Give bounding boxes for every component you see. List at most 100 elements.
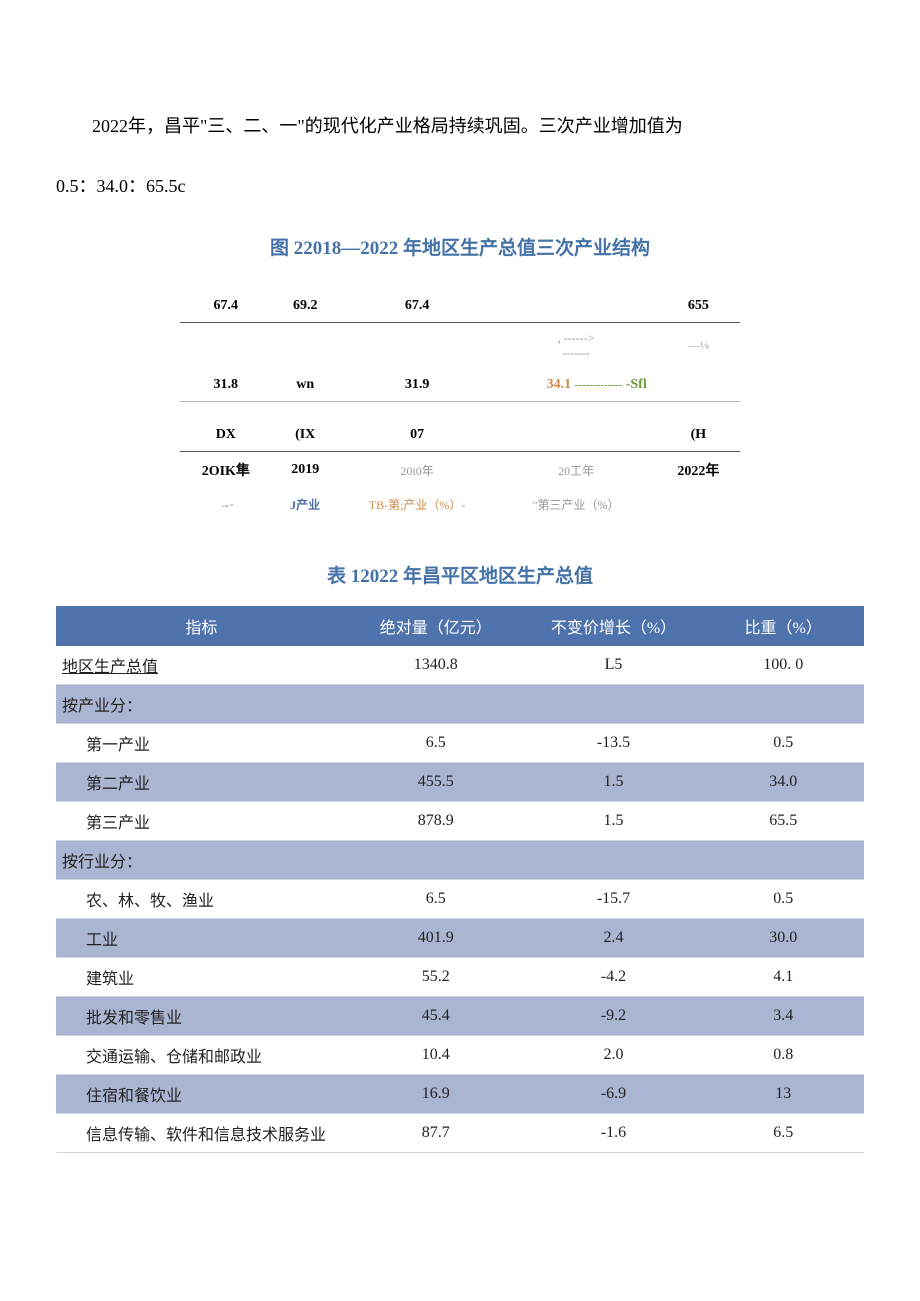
row-abs	[347, 685, 525, 724]
row-abs: 10.4	[347, 1036, 525, 1075]
row-abs	[347, 841, 525, 880]
row-weight	[702, 841, 864, 880]
row-abs: 401.9	[347, 919, 525, 958]
row-abs: 87.7	[347, 1114, 525, 1153]
tertiary-val-0: 67.4	[180, 290, 272, 323]
structure-chart-year-row: 2OIK隼 2019 20i0年 20工年 2022年	[180, 452, 740, 489]
row-label: 住宿和餐饮业	[56, 1075, 347, 1114]
row-growth	[525, 685, 703, 724]
gdp-col-3: 比重（%）	[702, 606, 864, 646]
row-weight: 0.5	[702, 880, 864, 919]
dash-text: -------	[562, 346, 590, 360]
gdp-table-head: 指标 绝对量（亿元） 不变价增长（%） 比重（%）	[56, 606, 864, 646]
row-abs: 878.9	[347, 802, 525, 841]
row-abs: 455.5	[347, 763, 525, 802]
primary-val-0: DX	[180, 419, 272, 452]
table-row: 建筑业55.2-4.24.1	[56, 958, 864, 997]
table-row: 住宿和餐饮业16.9-6.913	[56, 1075, 864, 1114]
row-growth: L5	[525, 646, 703, 685]
year-3: 20工年	[495, 452, 656, 489]
row-weight: 30.0	[702, 919, 864, 958]
row-abs: 55.2	[347, 958, 525, 997]
secondary-val-1: wn	[272, 369, 339, 402]
legend-0: J产业	[272, 488, 339, 521]
legend-1: TB-第;产业（%）-	[339, 488, 496, 521]
structure-chart: 67.4 69.2 67.4 655 , ------> ------- —⅛ …	[180, 290, 740, 522]
table-row: 工业401.92.430.0	[56, 919, 864, 958]
row-weight	[702, 685, 864, 724]
row-abs: 1340.8	[347, 646, 525, 685]
row-growth: 2.0	[525, 1036, 703, 1075]
secondary-val-0: 31.8	[180, 369, 272, 402]
gdp-col-2: 不变价增长（%）	[525, 606, 703, 646]
table-row: 第一产业6.5-13.50.5	[56, 724, 864, 763]
table-row: 按行业分：	[56, 841, 864, 880]
structure-chart-title: 图 22018—2022 年地区生产总值三次产业结构	[56, 233, 864, 260]
year-2: 20i0年	[339, 452, 496, 489]
row-label: 工业	[56, 919, 347, 958]
gdp-col-1: 绝对量（亿元）	[347, 606, 525, 646]
row-label: 按行业分：	[56, 841, 347, 880]
row-label: 建筑业	[56, 958, 347, 997]
row-weight: 100. 0	[702, 646, 864, 685]
year-4: 2022年	[657, 452, 740, 489]
table-row: 地区生产总值1340.8L5100. 0	[56, 646, 864, 685]
row-abs: 16.9	[347, 1075, 525, 1114]
row-growth	[525, 841, 703, 880]
legend-arrow: →-	[180, 488, 272, 521]
table-row: 第二产业455.51.534.0	[56, 763, 864, 802]
secondary-val-2: 31.9	[339, 369, 496, 402]
structure-chart-spacer-row	[180, 401, 740, 419]
arrow-text: , ------>	[558, 331, 595, 345]
row-weight: 4.1	[702, 958, 864, 997]
primary-val-4: (H	[657, 419, 740, 452]
page-container: 2022年，昌平"三、二、一"的现代化产业格局持续巩固。三次产业增加值为 0.5…	[0, 0, 920, 1193]
table-row: 按产业分：	[56, 685, 864, 724]
row-label: 第三产业	[56, 802, 347, 841]
row-abs: 45.4	[347, 997, 525, 1036]
gdp-col-0: 指标	[56, 606, 347, 646]
row-growth: -13.5	[525, 724, 703, 763]
row-label: 批发和零售业	[56, 997, 347, 1036]
row-weight: 13	[702, 1075, 864, 1114]
row-growth: -6.9	[525, 1075, 703, 1114]
gdp-table-title: 表 12022 年昌平区地区生产总值	[56, 561, 864, 588]
row-weight: 3.4	[702, 997, 864, 1036]
row-growth: 1.5	[525, 763, 703, 802]
gdp-table: 指标 绝对量（亿元） 不变价增长（%） 比重（%） 地区生产总值1340.8L5…	[56, 606, 864, 1153]
row-weight: 0.5	[702, 724, 864, 763]
table-row: 交通运输、仓储和邮政业10.42.00.8	[56, 1036, 864, 1075]
intro-paragraph-1: 2022年，昌平"三、二、一"的现代化产业格局持续巩固。三次产业增加值为	[56, 110, 864, 142]
primary-val-2: 07	[339, 419, 496, 452]
table-row: 农、林、牧、渔业6.5-15.70.5	[56, 880, 864, 919]
row-growth: 2.4	[525, 919, 703, 958]
tertiary-val-3	[495, 290, 656, 323]
tertiary-val-2: 67.4	[339, 290, 496, 323]
arrow-note: , ------> -------	[495, 322, 656, 369]
row-abs: 6.5	[347, 724, 525, 763]
row-label: 农、林、牧、渔业	[56, 880, 347, 919]
primary-val-3	[495, 419, 656, 452]
year-1: 2019	[272, 452, 339, 489]
table-row: 批发和零售业45.4-9.23.4	[56, 997, 864, 1036]
row-label: 第一产业	[56, 724, 347, 763]
secondary-val-3: 34.1 ------------- -Sfl	[495, 369, 656, 402]
row-label: 交通运输、仓储和邮政业	[56, 1036, 347, 1075]
row-label: 第二产业	[56, 763, 347, 802]
structure-chart-arrow-row: , ------> ------- —⅛	[180, 322, 740, 369]
row-weight: 34.0	[702, 763, 864, 802]
year-0: 2OIK隼	[180, 452, 272, 489]
row-growth: -15.7	[525, 880, 703, 919]
row-growth: -1.6	[525, 1114, 703, 1153]
table-row: 第三产业878.91.565.5	[56, 802, 864, 841]
row-weight: 65.5	[702, 802, 864, 841]
tertiary-right-note: —⅛	[657, 322, 740, 369]
row-growth: -4.2	[525, 958, 703, 997]
row-abs: 6.5	[347, 880, 525, 919]
tertiary-val-1: 69.2	[272, 290, 339, 323]
row-label: 地区生产总值	[56, 646, 347, 685]
structure-chart-secondary-row: 31.8 wn 31.9 34.1 ------------- -Sfl	[180, 369, 740, 402]
row-growth: 1.5	[525, 802, 703, 841]
tertiary-val-4: 655	[657, 290, 740, 323]
structure-chart-primary-row: DX (IX 07 (H	[180, 419, 740, 452]
